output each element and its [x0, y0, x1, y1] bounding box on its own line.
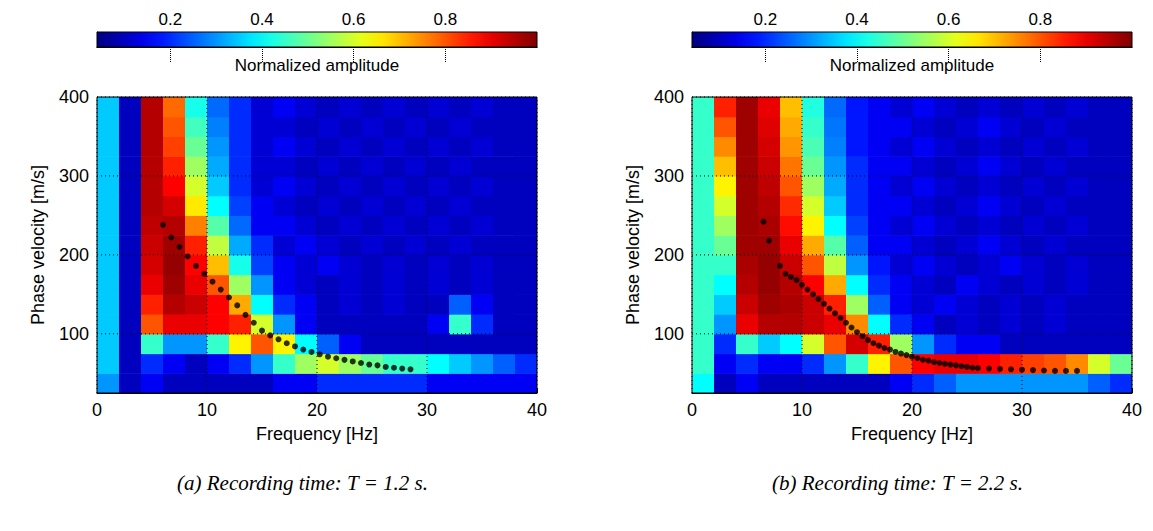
- svg-text:300: 300: [59, 166, 89, 186]
- svg-text:Normalized amplitude: Normalized amplitude: [830, 56, 994, 75]
- svg-text:0.4: 0.4: [845, 10, 869, 29]
- svg-text:200: 200: [59, 245, 89, 265]
- svg-text:(b) Recording time: T = 2.2 s.: (b) Recording time: T = 2.2 s.: [772, 471, 1023, 495]
- svg-text:400: 400: [654, 87, 684, 107]
- svg-text:0.2: 0.2: [754, 10, 778, 29]
- svg-text:Phase velocity [m/s]: Phase velocity [m/s]: [623, 165, 643, 325]
- svg-text:40: 40: [1122, 400, 1142, 420]
- svg-text:100: 100: [59, 324, 89, 344]
- svg-text:0: 0: [687, 400, 697, 420]
- svg-text:10: 10: [197, 400, 217, 420]
- svg-text:20: 20: [902, 400, 922, 420]
- svg-text:0.8: 0.8: [1029, 10, 1053, 29]
- svg-text:300: 300: [654, 166, 684, 186]
- svg-text:0.8: 0.8: [434, 10, 458, 29]
- svg-text:100: 100: [654, 324, 684, 344]
- svg-text:0.6: 0.6: [342, 10, 366, 29]
- svg-text:0.4: 0.4: [250, 10, 274, 29]
- svg-text:0: 0: [92, 400, 102, 420]
- svg-text:Frequency [Hz]: Frequency [Hz]: [851, 424, 973, 444]
- svg-text:Normalized amplitude: Normalized amplitude: [235, 56, 399, 75]
- svg-text:20: 20: [307, 400, 327, 420]
- svg-text:0.2: 0.2: [159, 10, 183, 29]
- svg-text:400: 400: [59, 87, 89, 107]
- svg-text:10: 10: [792, 400, 812, 420]
- svg-text:Phase velocity [m/s]: Phase velocity [m/s]: [28, 165, 48, 325]
- svg-text:Frequency [Hz]: Frequency [Hz]: [256, 424, 378, 444]
- svg-text:(a) Recording time: T = 1.2 s.: (a) Recording time: T = 1.2 s.: [177, 471, 428, 495]
- svg-text:40: 40: [527, 400, 547, 420]
- svg-text:30: 30: [417, 400, 437, 420]
- svg-text:0.6: 0.6: [937, 10, 961, 29]
- svg-text:30: 30: [1012, 400, 1032, 420]
- svg-text:200: 200: [654, 245, 684, 265]
